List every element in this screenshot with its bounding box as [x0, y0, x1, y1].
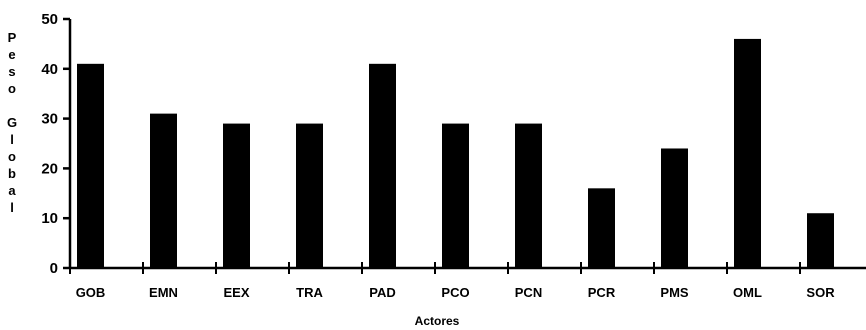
- x-tick-label: PCN: [515, 285, 542, 300]
- bar-pms: [661, 148, 688, 268]
- bar-tra: [296, 123, 323, 268]
- x-tick-label: TRA: [296, 285, 323, 300]
- bar-gob: [77, 63, 104, 268]
- bar-pcn: [515, 123, 542, 268]
- bar-sor: [807, 213, 834, 268]
- x-tick-label: SOR: [806, 285, 835, 300]
- y-tick-label: 20: [41, 160, 58, 177]
- bar-pad: [369, 63, 396, 268]
- x-axis: GOB EMN EEX TRA PAD PCO PCN PCR PMS OML SOR: [69, 262, 866, 300]
- x-axis-title: Actores: [415, 314, 460, 328]
- y-tick-label: 50: [41, 11, 58, 28]
- x-tick-label: PCO: [441, 285, 469, 300]
- bar-eex: [223, 123, 250, 268]
- bar-pcr: [588, 188, 615, 268]
- y-axis-title-char: P: [8, 30, 17, 45]
- bar-oml: [734, 38, 761, 268]
- y-axis-title-char: G: [7, 115, 17, 130]
- y-axis-title-char: o: [8, 149, 16, 164]
- y-axis-title-char: s: [8, 64, 15, 79]
- y-axis-title-char: o: [8, 81, 16, 96]
- y-tick-label: 10: [41, 210, 58, 227]
- bar-pco: [442, 123, 469, 268]
- y-tick-label: 0: [50, 260, 58, 277]
- y-axis-title-char: b: [8, 166, 16, 181]
- x-tick-label: OML: [733, 285, 762, 300]
- bars: [77, 38, 834, 269]
- x-tick-label: EMN: [149, 285, 178, 300]
- x-tick-label: GOB: [76, 285, 106, 300]
- y-tick-label: 40: [41, 61, 58, 78]
- x-tick-label: PMS: [660, 285, 689, 300]
- x-tick-label: PAD: [369, 285, 395, 300]
- y-tick-label: 30: [41, 111, 58, 128]
- x-tick-label: EEX: [223, 285, 249, 300]
- y-axis-title-char: a: [8, 183, 16, 198]
- y-axis-title-char: e: [8, 47, 15, 62]
- y-axis-title-char: l: [10, 132, 14, 147]
- y-axis: 0 10 20 30 40 50: [41, 11, 72, 277]
- x-tick-label: PCR: [588, 285, 616, 300]
- y-axis-title-char: l: [10, 200, 14, 215]
- bar-emn: [150, 113, 177, 269]
